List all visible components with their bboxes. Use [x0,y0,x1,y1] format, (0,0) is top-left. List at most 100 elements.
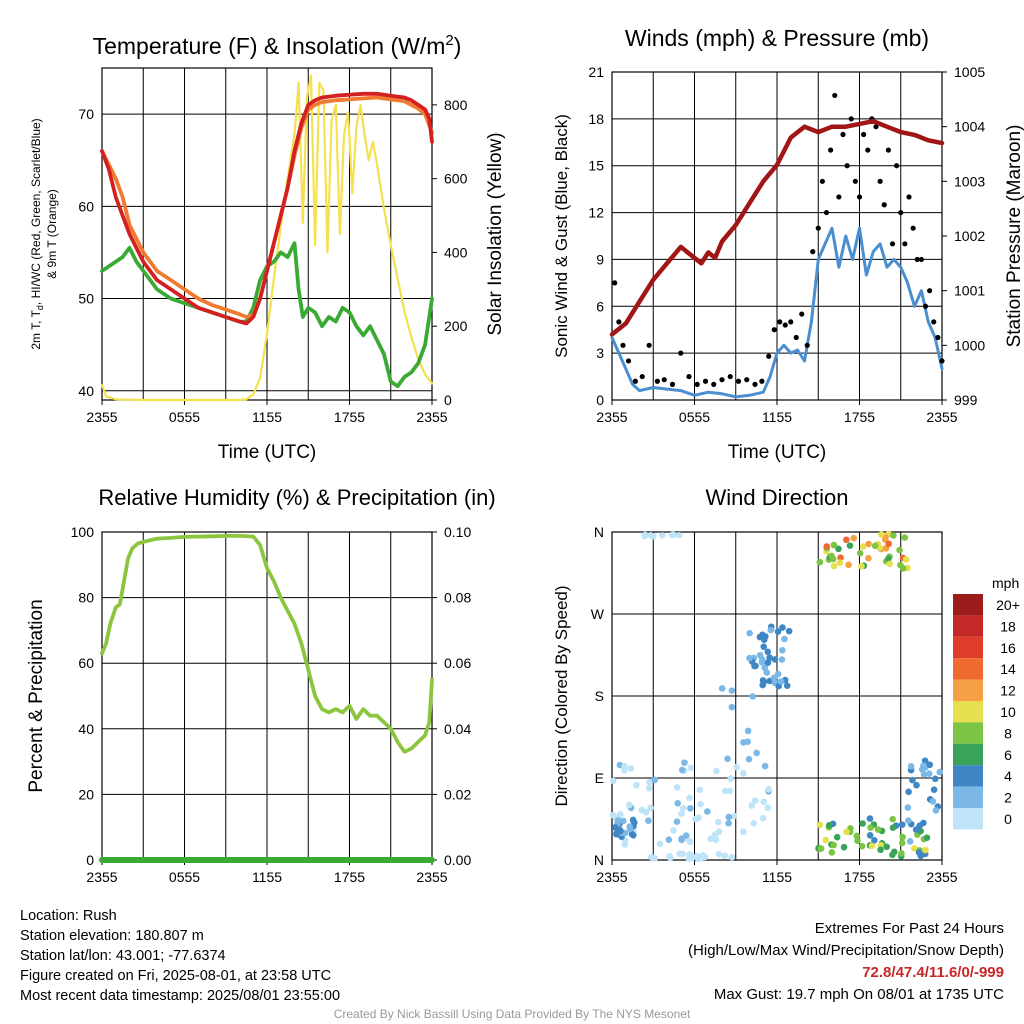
legend-swatch [953,679,983,701]
y2-tick-label: 0.06 [444,655,471,671]
x-tick-label: 1155 [762,869,792,885]
y-axis-label: 2m T, Td, HI/WC (Red, Green, Scarlet/Blu… [29,118,45,349]
direction-point [889,824,897,831]
chart-title: Temperature (F) & Insolation (W/m2) [93,32,462,59]
x-tick-label: 0555 [679,409,710,425]
legend-swatch [953,636,983,659]
direction-point [670,531,677,539]
gust-point [865,147,871,153]
direction-point [614,817,622,824]
direction-point [659,532,666,539]
direction-point [830,541,838,549]
direction-point [610,777,617,785]
series-pressure [609,118,945,337]
y2-tick-label: 0.00 [444,852,471,868]
direction-point [885,555,892,563]
direction-point [911,845,918,852]
direction-point [675,531,683,539]
gust-point [777,319,783,325]
direction-point [897,561,904,569]
direction-point [837,554,844,561]
gust-point [836,194,842,200]
y2-tick-label: 1004 [954,119,985,135]
gust-point [910,225,916,231]
gust-point [799,311,805,317]
max-gust-text: Max Gust: 19.7 mph On 08/01 at 1735 UTC [713,986,1004,1003]
direction-point [779,647,786,654]
gust-point [889,241,896,247]
direction-point [817,845,825,852]
direction-point [764,648,772,656]
latlon-text: Station lat/lon: 43.001; -77.6374 [20,948,226,964]
direction-point [633,781,640,789]
gust-point [819,178,825,184]
direction-point [745,755,753,763]
direction-point [612,824,619,831]
y2-tick-label: 1003 [954,173,985,189]
direction-point [886,560,894,568]
direction-point [642,808,650,816]
x-tick-label: 2355 [416,409,447,425]
direction-point [878,531,885,538]
y-tick-label: 20 [78,786,94,802]
extremes-info: Extremes For Past 24 Hours (High/Low/Max… [688,918,1004,1006]
direction-point [912,826,920,833]
y2-tick-label: 1000 [954,337,985,353]
direction-point [678,766,686,774]
direction-point [866,832,874,839]
direction-point [748,802,756,809]
series-gust [612,92,945,387]
y2-tick-label: 1005 [954,64,985,80]
direction-point [687,764,695,772]
legend-swatch [953,765,983,787]
chart-wind: 2355 0555 1155 1755 2355 Time (UTC) 0 3 6 9 12 15 18… [552,25,1024,463]
y2-tick-label: 0.08 [444,590,471,606]
direction-point [627,765,635,772]
legend-swatch [953,701,983,723]
direction-point [651,776,659,784]
direction-point [753,749,760,757]
gust-point [931,319,937,325]
y-tick-label: 6 [596,298,604,314]
direction-point [936,768,944,776]
y-tick-label: 3 [596,345,604,361]
gust-point [616,319,622,325]
x-tick-label: 2355 [86,409,117,425]
direction-point [722,787,729,795]
direction-point [785,627,793,635]
direction-point [913,781,920,789]
direction-point [715,850,723,858]
gust-point [828,147,834,153]
direction-points [609,530,944,863]
direction-point [932,775,939,783]
direction-point [781,635,788,643]
direction-point [730,812,738,820]
direction-point [889,815,897,823]
gust-point [694,381,700,387]
direction-point [866,815,874,822]
y2-tick-label: 1001 [954,283,985,299]
y-tick-label: E [595,770,604,786]
gust-point [832,92,838,99]
direction-point [840,843,848,851]
direction-point [682,832,690,839]
direction-point [865,554,872,562]
gust-point [885,147,891,153]
direction-point [778,656,786,663]
y-tick-label: 60 [78,198,94,214]
y-axis-label: Direction (Colored By Speed) [552,585,571,806]
y-tick-label: 0 [596,392,604,408]
direction-point [728,687,736,694]
y2-tick-label: 200 [444,318,468,334]
y-axis-label: Percent & Precipitation [26,599,47,792]
direction-point [907,762,915,770]
direction-point [885,540,893,548]
direction-point [689,854,697,861]
legend-label: 10 [1000,704,1016,720]
direction-point [859,820,866,827]
direction-point [750,820,758,827]
direction-point [692,815,699,823]
chart-title: Winds (mph) & Pressure (mb) [625,25,929,51]
direction-point [679,805,687,812]
